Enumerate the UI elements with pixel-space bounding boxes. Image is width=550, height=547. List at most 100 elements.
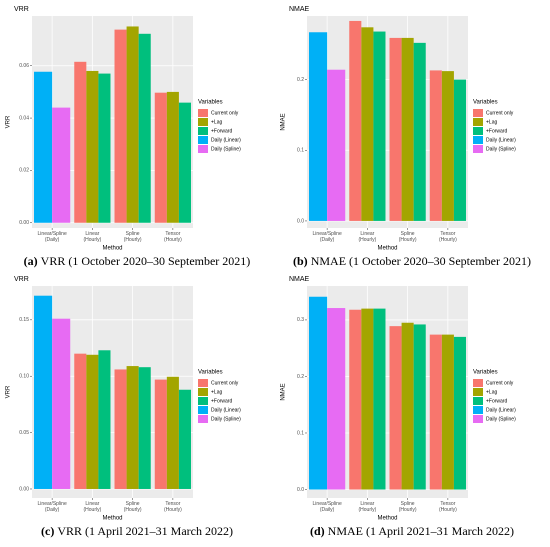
legend-label: Daily (Spline) — [486, 416, 516, 422]
y-tick-label: 0.04 — [19, 115, 29, 121]
legend-key — [198, 136, 208, 144]
x-tick-label: Linear (Hourly) — [358, 231, 376, 243]
x-tick-label: Spline (Hourly) — [399, 231, 417, 243]
y-axis-label: NMAE — [281, 113, 287, 130]
bar — [429, 334, 442, 490]
x-axis-label: Method — [377, 516, 397, 522]
legend-label: +Forward — [211, 128, 232, 134]
caption-label: (a) — [24, 254, 38, 268]
caption-label: (c) — [41, 524, 54, 538]
y-tick-label: 0.10 — [19, 374, 29, 380]
bar — [429, 70, 442, 221]
bar — [373, 31, 386, 221]
legend-key — [198, 397, 208, 405]
bar — [413, 42, 426, 221]
legend-key — [473, 388, 483, 396]
bar — [154, 92, 167, 223]
x-axis-label: Method — [102, 246, 122, 252]
bar — [138, 33, 151, 223]
chart-title: VRR — [14, 6, 29, 13]
legend-title: Variables — [473, 100, 498, 106]
x-tick-label: Linear/Spline (Daily) — [38, 501, 67, 513]
x-tick-label: Spline (Hourly) — [399, 501, 417, 513]
legend-label: Current only — [211, 380, 239, 386]
x-axis-label: Method — [102, 516, 122, 522]
legend-label: Current only — [486, 380, 514, 386]
legend-label: +Forward — [486, 398, 507, 404]
y-axis-label: VRR — [6, 115, 12, 128]
x-tick-label: Linear (Hourly) — [83, 501, 101, 513]
bar — [453, 336, 466, 490]
caption-text: VRR (1 October 2020–30 September 2021) — [41, 254, 251, 268]
bar — [98, 73, 111, 223]
legend-label: Daily (Linear) — [486, 407, 516, 413]
legend-label: Current only — [211, 110, 239, 116]
legend-key — [198, 406, 208, 414]
legend-label: +Lag — [486, 389, 497, 395]
x-tick-label: Spline (Hourly) — [124, 231, 142, 243]
legend-key — [473, 406, 483, 414]
legend-key — [473, 397, 483, 405]
bar — [74, 353, 87, 489]
bar — [154, 379, 167, 489]
y-tick-label: 0.1 — [297, 430, 304, 436]
legend-key — [473, 118, 483, 126]
legend-title: Variables — [198, 100, 223, 106]
y-tick-label: 0.2 — [297, 374, 304, 380]
legend-label: +Lag — [211, 119, 222, 125]
legend-label: Daily (Linear) — [211, 407, 241, 413]
legend-key — [473, 379, 483, 387]
chart-title: VRR — [14, 276, 29, 283]
legend-label: +Forward — [211, 398, 232, 404]
y-tick-label: 0.1 — [297, 148, 304, 154]
legend-label: +Forward — [486, 128, 507, 134]
bar — [114, 29, 127, 223]
x-tick-label: Linear (Hourly) — [358, 501, 376, 513]
bar — [138, 367, 151, 489]
chart-title: NMAE — [289, 6, 310, 13]
bar — [349, 20, 362, 221]
bar — [401, 37, 414, 221]
bar — [401, 322, 414, 490]
caption-text: NMAE (1 October 2020–30 September 2021) — [311, 254, 531, 268]
bar — [126, 366, 139, 489]
bar — [361, 308, 374, 490]
legend-key — [198, 127, 208, 135]
legend-key — [198, 415, 208, 423]
bar — [178, 102, 191, 223]
bar — [114, 369, 127, 489]
legend-label: Daily (Linear) — [211, 137, 241, 143]
bar — [34, 295, 53, 489]
bar — [361, 27, 374, 221]
bar — [126, 26, 139, 223]
legend-key — [473, 136, 483, 144]
x-tick-label: Linear/Spline (Daily) — [313, 501, 342, 513]
x-tick-label: Tensor (Hourly) — [439, 231, 457, 243]
legend-key — [198, 145, 208, 153]
y-tick-label: 0.2 — [297, 77, 304, 83]
legend-label: Current only — [486, 110, 514, 116]
bar — [453, 79, 466, 221]
y-tick-label: 0.00 — [19, 220, 29, 226]
bar — [52, 107, 71, 223]
legend-key — [473, 145, 483, 153]
bar — [413, 324, 426, 490]
y-axis-label: NMAE — [281, 383, 287, 400]
bar — [327, 69, 346, 221]
bar — [178, 389, 191, 489]
y-tick-label: 0.0 — [297, 218, 304, 224]
legend-label: Daily (Spline) — [211, 416, 241, 422]
legend-key — [198, 388, 208, 396]
x-tick-label: Tensor (Hourly) — [164, 501, 182, 513]
legend-title: Variables — [473, 370, 498, 376]
legend-key — [198, 109, 208, 117]
legend-label: +Lag — [211, 389, 222, 395]
caption: (c) VRR (1 April 2021–31 March 2022) — [41, 524, 233, 538]
bar — [389, 326, 402, 490]
legend-label: +Lag — [486, 119, 497, 125]
bar — [98, 350, 111, 489]
bar — [349, 309, 362, 490]
bar — [74, 61, 87, 223]
bar — [309, 32, 328, 221]
x-tick-label: Linear/Spline (Daily) — [38, 231, 67, 243]
